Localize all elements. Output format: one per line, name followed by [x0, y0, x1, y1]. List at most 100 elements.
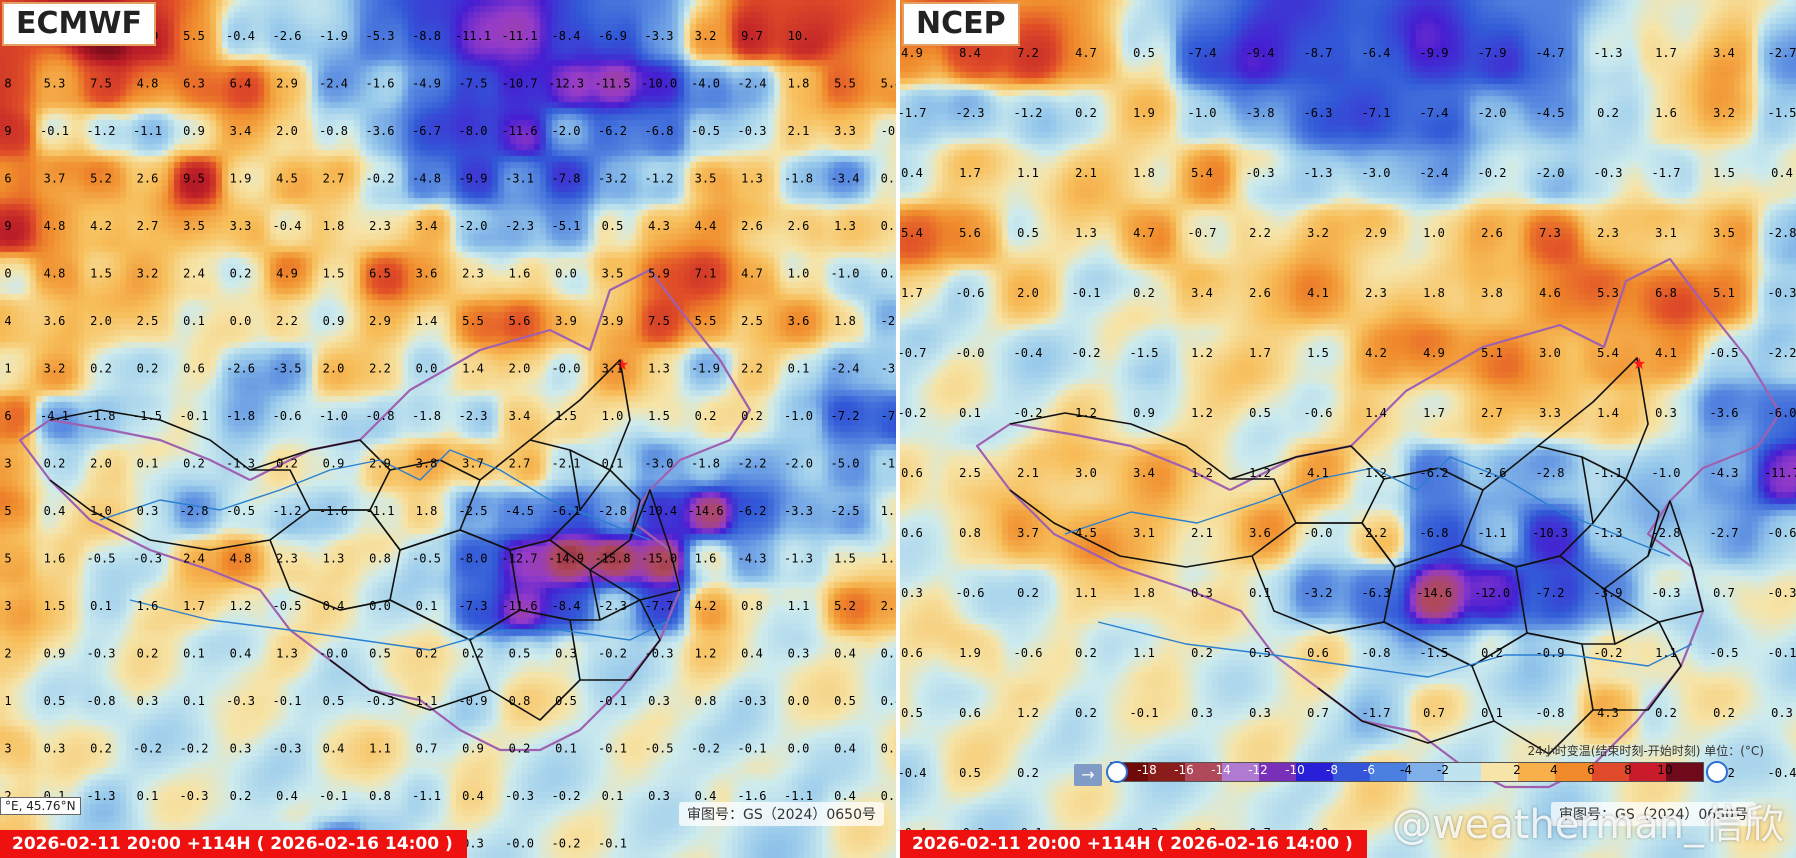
grid-value: 3.4	[1713, 46, 1735, 60]
legend-right-handle[interactable]	[1706, 761, 1728, 783]
grid-value: -0.2	[552, 789, 581, 803]
grid-value: 0.2	[1075, 646, 1097, 660]
grid-value: -2.5	[459, 504, 488, 518]
grid-value: 0.7	[881, 647, 896, 661]
grid-value: -1.5	[133, 409, 162, 423]
grid-value: -0.1	[1072, 286, 1101, 300]
grid-value: -1.2	[1014, 106, 1043, 120]
grid-value: 5.4	[1597, 346, 1619, 360]
grid-value: 1.7	[183, 599, 205, 613]
legend-swatch	[1518, 763, 1555, 781]
legend-swatch	[1333, 763, 1370, 781]
grid-value: 0.8	[369, 552, 391, 566]
grid-value: -0.0	[956, 346, 985, 360]
grid-value: 0.2	[1597, 106, 1619, 120]
grid-value: 1.8	[323, 219, 345, 233]
grid-value: 3	[4, 457, 11, 471]
grid-value: -14.6	[1416, 586, 1452, 600]
grid-value: 0.6	[1307, 646, 1329, 660]
grid-value: -0.8	[319, 124, 348, 138]
grid-value: -3.2	[598, 172, 627, 186]
arrow-right-icon[interactable]: →	[1074, 764, 1102, 786]
grid-value: 0.2	[90, 742, 112, 756]
grid-value: 2.3	[1365, 286, 1387, 300]
grid-value: -0.3	[505, 789, 534, 803]
grid-value: 3.5	[602, 267, 624, 281]
grid-value: -1.8	[412, 409, 441, 423]
province-border	[1593, 621, 1682, 711]
grid-value: -4.8	[412, 172, 441, 186]
grid-value: 3.3	[1539, 406, 1561, 420]
grid-value: 3.2	[695, 29, 717, 43]
grid-value: -1.0	[1188, 106, 1217, 120]
grid-value: -1.0	[784, 409, 813, 423]
grid-value: -4.0	[691, 77, 720, 91]
grid-value: -0.3	[645, 647, 674, 661]
grid-value: 3.9	[602, 314, 624, 328]
map-borders: ★	[18, 268, 752, 752]
grid-value: 0.3	[555, 647, 577, 661]
grid-value: -0.4	[1014, 346, 1043, 360]
grid-value: -0.0	[552, 362, 581, 376]
grid-value: 0.1	[90, 599, 112, 613]
grid-value: 1.5	[44, 599, 66, 613]
grid-value: 0.4	[881, 694, 896, 708]
grid-value: 0.3	[137, 504, 159, 518]
legend-swatch	[1296, 763, 1333, 781]
grid-value: -3.	[881, 362, 896, 376]
grid-value: 0.6	[901, 526, 923, 540]
grid-value: 0.3	[1771, 706, 1793, 720]
grid-value: -2.4	[1420, 166, 1449, 180]
grid-value: 0.1	[183, 694, 205, 708]
grid-value: -0.2	[180, 742, 209, 756]
grid-value: -11.6	[501, 124, 537, 138]
legend-left-handle[interactable]	[1106, 761, 1128, 783]
grid-value: -0.9	[1536, 646, 1565, 660]
grid-value: -0.0	[1304, 526, 1333, 540]
grid-value: 0.2	[1481, 646, 1503, 660]
grid-value: -2.8	[180, 504, 209, 518]
grid-value: 0.4	[462, 789, 484, 803]
grid-value: 1.1	[1655, 646, 1677, 660]
grid-value: -1.2	[273, 504, 302, 518]
grid-value: 8.4	[959, 46, 981, 60]
grid-value: -4.5	[505, 504, 534, 518]
grid-value: 5.4	[881, 77, 896, 91]
grid-value: 2.1	[1075, 166, 1097, 180]
grid-value: 5.5	[834, 77, 856, 91]
grid-value: 0.1	[183, 647, 205, 661]
grid-value: -4.5	[1536, 106, 1565, 120]
grid-value-labels: 4.9 8.4 7.2 4.7 0.5 -7.4 -9.4 -8.7 -6.4 -9.9 -7.9 -…	[900, 46, 1796, 840]
grid-value: -0.5	[226, 504, 255, 518]
grid-value: -10.3	[1532, 526, 1568, 540]
grid-value: -1.3	[784, 552, 813, 566]
grid-value: -7.7	[645, 599, 674, 613]
legend-swatch	[1222, 763, 1259, 781]
grid-value: -0.2	[1478, 166, 1507, 180]
grid-value: -1.8	[691, 457, 720, 471]
grid-value: 1.2	[230, 599, 252, 613]
grid-value: -2.8	[1768, 226, 1796, 240]
legend-tick: -4	[1400, 763, 1412, 777]
grid-value: -2.4	[319, 77, 348, 91]
grid-value: 5.5	[462, 314, 484, 328]
grid-value: 3.6	[44, 314, 66, 328]
province-border	[1515, 555, 1616, 645]
grid-value: 0.7	[1713, 586, 1735, 600]
grid-value: 1.0	[90, 504, 112, 518]
grid-value: 0.5	[901, 706, 923, 720]
grid-value: 0.1	[183, 314, 205, 328]
grid-value: 3.0	[1539, 346, 1561, 360]
grid-value: -0.1	[598, 837, 627, 851]
province-border	[1009, 412, 1297, 568]
grid-value: 1.2	[1075, 406, 1097, 420]
grid-value: 6.3	[183, 77, 205, 91]
grid-value: 0.4	[834, 789, 856, 803]
grid-value: 0.7	[416, 742, 438, 756]
grid-value: 3.6	[416, 267, 438, 281]
grid-value: -3.5	[273, 362, 302, 376]
grid-value: 2.2	[369, 362, 391, 376]
river-line	[99, 449, 651, 541]
grid-value: -1.8	[226, 409, 255, 423]
grid-value: 1.3	[834, 219, 856, 233]
